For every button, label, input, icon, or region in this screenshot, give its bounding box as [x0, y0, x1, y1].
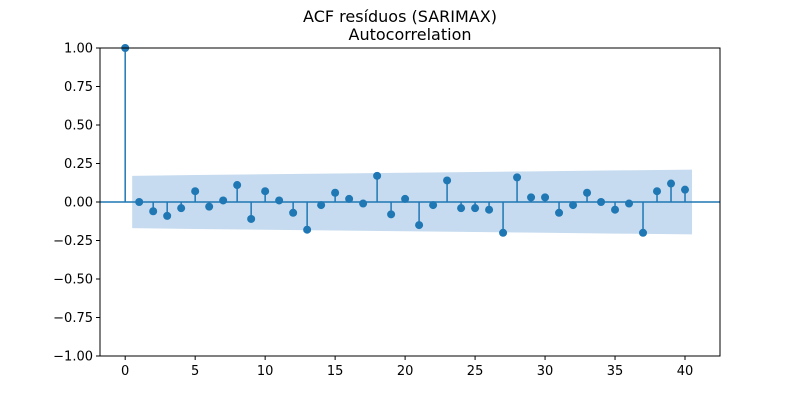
acf-point: [625, 199, 634, 208]
acf-point: [443, 176, 452, 185]
x-tick-label: 20: [397, 364, 414, 379]
y-tick-label: −0.50: [53, 273, 93, 288]
acf-point: [303, 225, 312, 234]
y-tick-label: 0.50: [64, 119, 93, 134]
acf-point: [401, 194, 410, 203]
acf-point: [499, 228, 508, 237]
acf-point: [555, 208, 564, 217]
acf-point: [149, 207, 158, 216]
acf-point: [387, 210, 396, 219]
y-tick-label: −1.00: [53, 350, 93, 365]
x-tick-label: 0: [121, 364, 129, 379]
acf-point: [219, 196, 228, 205]
acf-point: [471, 204, 480, 213]
acf-point: [457, 204, 466, 213]
x-tick-label: 35: [607, 364, 624, 379]
acf-point: [653, 187, 662, 196]
acf-point: [485, 205, 494, 214]
acf-point: [611, 205, 620, 214]
acf-point: [261, 187, 270, 196]
x-tick-label: 25: [467, 364, 484, 379]
acf-point: [205, 202, 214, 211]
x-axis-ticks: 0 5 10 15 20 25 30 35 40: [121, 356, 693, 379]
acf-point: [583, 188, 592, 197]
y-tick-label: −0.75: [53, 311, 93, 326]
acf-point: [681, 185, 690, 194]
acf-point: [639, 228, 648, 237]
acf-point: [275, 196, 284, 205]
acf-point: [415, 221, 424, 230]
acf-point: [163, 211, 172, 220]
acf-point: [373, 171, 382, 180]
acf-point: [247, 214, 256, 223]
acf-point: [191, 187, 200, 196]
acf-point: [541, 193, 550, 202]
chart-suptitle: ACF resíduos (SARIMAX): [303, 7, 497, 26]
acf-point: [289, 208, 298, 217]
acf-point: [177, 204, 186, 213]
acf-point: [359, 199, 368, 208]
y-axis-ticks: −1.00 −0.75 −0.50 −0.25 0.00 0.25 0.50 0.75 1.00: [53, 42, 100, 365]
acf-point: [513, 173, 522, 182]
chart-title: Autocorrelation: [349, 25, 472, 44]
acf-point: [233, 181, 242, 190]
acf-point: [317, 201, 326, 210]
acf-point: [667, 179, 676, 188]
y-tick-label: −0.25: [53, 234, 93, 249]
acf-point: [331, 188, 340, 197]
x-tick-label: 40: [677, 364, 694, 379]
y-tick-label: 0.00: [64, 196, 93, 211]
acf-point: [135, 198, 144, 206]
acf-point: [345, 194, 354, 203]
y-tick-label: 0.25: [64, 157, 93, 172]
acf-point: [569, 201, 578, 210]
acf-point: [429, 201, 438, 210]
acf-point: [527, 193, 536, 202]
x-tick-label: 15: [327, 364, 344, 379]
x-tick-label: 30: [537, 364, 554, 379]
x-tick-label: 5: [191, 364, 199, 379]
stems-layer: [121, 44, 690, 237]
y-tick-label: 0.75: [64, 80, 93, 95]
x-tick-label: 10: [257, 364, 274, 379]
y-tick-label: 1.00: [64, 42, 93, 57]
acf-point: [597, 198, 606, 206]
